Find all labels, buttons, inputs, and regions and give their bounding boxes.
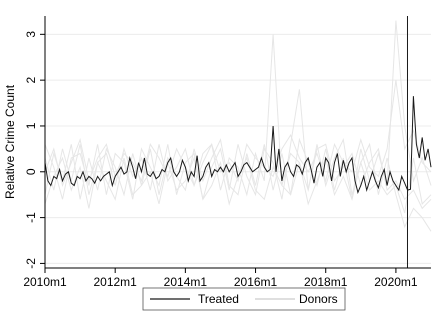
y-tick-label-5: 3: [24, 31, 38, 38]
legend-label-donors: Donors: [299, 292, 338, 306]
plot-background: [45, 16, 431, 268]
y-axis-label: Relative Crime Count: [3, 84, 17, 199]
legend-label-treated: Treated: [198, 292, 239, 306]
treated-line-group: [44, 96, 432, 194]
x-tick-label-1: 2012m1: [93, 275, 137, 289]
x-tick-label-2: 2014m1: [164, 275, 208, 289]
donor-line-4: [44, 80, 432, 188]
legend: Treated Donors: [142, 287, 346, 311]
x-tick-label-4: 2018m1: [304, 275, 348, 289]
y-tick-label-0: -2: [24, 258, 38, 269]
y-tick-label-4: 2: [24, 76, 38, 83]
y-tick-label-3: 1: [24, 122, 38, 129]
x-tick-label-3: 2016m1: [234, 275, 278, 289]
y-tick-label-1: -1: [24, 212, 38, 223]
x-tick-label-5: 2020m1: [374, 275, 418, 289]
legend-box: [142, 287, 346, 311]
y-axis: -2 -1 0 1 2 3: [24, 16, 46, 269]
y-tick-label-2: 0: [24, 168, 38, 175]
x-tick-label-0: 2010m1: [23, 275, 67, 289]
x-axis: 2010m1 2012m1 2014m1 2016m1 2018m1 2020m1: [23, 267, 431, 289]
donor-line-2: [44, 89, 432, 232]
treated-line: [44, 96, 432, 194]
